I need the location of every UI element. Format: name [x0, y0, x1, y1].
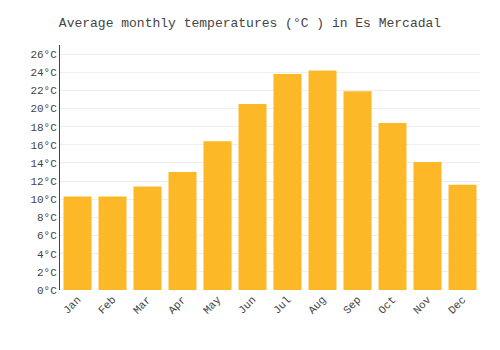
svg-text:4°C: 4°C: [37, 249, 57, 261]
svg-text:Mar: Mar: [131, 294, 153, 316]
svg-text:2°C: 2°C: [37, 267, 57, 279]
svg-text:6°C: 6°C: [37, 230, 57, 242]
svg-text:Jul: Jul: [271, 294, 293, 316]
svg-text:10°C: 10°C: [30, 194, 57, 206]
svg-text:Dec: Dec: [446, 294, 468, 316]
svg-text:12°C: 12°C: [30, 176, 57, 188]
svg-text:Sep: Sep: [341, 294, 363, 316]
svg-text:0°C: 0°C: [37, 285, 57, 297]
svg-text:26°C: 26°C: [30, 49, 57, 61]
svg-text:Feb: Feb: [96, 294, 118, 316]
svg-text:16°C: 16°C: [30, 140, 57, 152]
svg-text:20°C: 20°C: [30, 103, 57, 115]
svg-text:Jun: Jun: [236, 294, 258, 316]
svg-text:Oct: Oct: [376, 294, 398, 316]
svg-text:Apr: Apr: [166, 294, 188, 316]
svg-text:Aug: Aug: [306, 294, 328, 316]
svg-text:May: May: [201, 294, 224, 317]
svg-text:14°C: 14°C: [30, 158, 57, 170]
svg-text:Average monthly temperatures (: Average monthly temperatures (°C ) in Es…: [59, 16, 441, 31]
svg-text:8°C: 8°C: [37, 212, 57, 224]
svg-text:18°C: 18°C: [30, 122, 57, 134]
svg-text:24°C: 24°C: [30, 67, 57, 79]
svg-text:22°C: 22°C: [30, 85, 57, 97]
svg-text:Jan: Jan: [61, 294, 83, 316]
svg-text:Nov: Nov: [411, 294, 434, 317]
